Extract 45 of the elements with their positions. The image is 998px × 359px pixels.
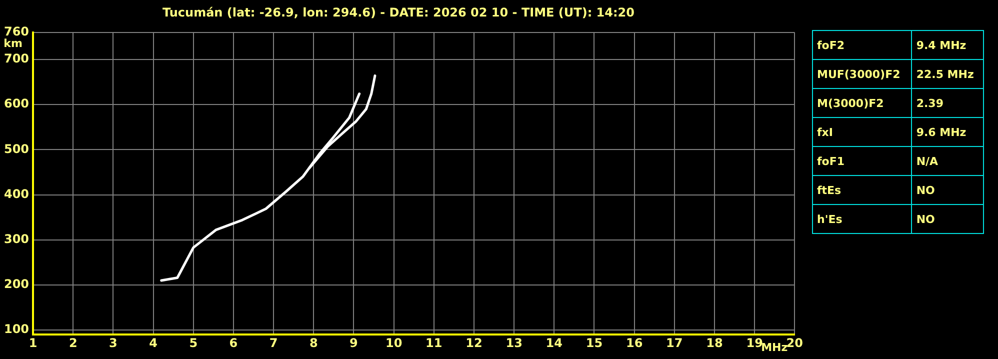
y-tick-label: 100 bbox=[4, 322, 30, 336]
x-tick-label: 8 bbox=[309, 336, 318, 350]
text: NO bbox=[912, 176, 984, 204]
y-tick-label: 500 bbox=[4, 142, 30, 156]
text: 9.6 MHz bbox=[912, 118, 984, 146]
y-tick-label: 700 bbox=[4, 52, 30, 66]
y-tick-label: 200 bbox=[4, 277, 30, 292]
x-tick-label: 15 bbox=[586, 336, 603, 350]
x-tick-label: 14 bbox=[546, 336, 562, 350]
x-tick-label: 10 bbox=[385, 336, 402, 350]
text: MUF(3000)F2 bbox=[812, 60, 912, 88]
text: M(3000)F2 bbox=[812, 88, 912, 118]
x-tick-label: 2 bbox=[68, 336, 78, 350]
x-tick-label: 5 bbox=[189, 336, 198, 350]
x-tick-label: 7 bbox=[269, 336, 278, 350]
text: fxI bbox=[812, 118, 912, 146]
x-tick-label: 6 bbox=[229, 336, 238, 350]
x-tick-label: 11 bbox=[426, 336, 442, 350]
x-tick-label: 4 bbox=[149, 336, 158, 350]
text: 2.39 bbox=[912, 88, 984, 118]
x-tick-label: 13 bbox=[506, 336, 522, 350]
x-tick-label: 1 bbox=[28, 336, 38, 350]
y-tick-label: 300 bbox=[4, 232, 30, 246]
text: 22.5 MHz bbox=[912, 60, 984, 88]
x-tick-label: 3 bbox=[109, 336, 118, 350]
x-tick-label: 16 bbox=[626, 336, 643, 350]
text: h'Es bbox=[812, 204, 912, 234]
x-tick-label: 12 bbox=[466, 336, 482, 350]
text: NO bbox=[912, 204, 984, 234]
chart-title: Tucumán (lat: -26.9, lon: 294.6) - DATE: 2026 02 10 - TIME (UT): 14:20 bbox=[162, 5, 634, 20]
text: foF2 bbox=[812, 30, 912, 60]
x-tick-label: 19 bbox=[746, 336, 763, 350]
x-tick-label: 17 bbox=[666, 336, 683, 350]
y-tick-label: 760 bbox=[4, 24, 30, 39]
x-tick-label: 18 bbox=[706, 336, 723, 350]
y-tick-label: 400 bbox=[4, 186, 30, 201]
y-axis-title: km bbox=[4, 36, 22, 50]
text: ftEs bbox=[812, 176, 912, 204]
x-tick-label: 20 bbox=[786, 336, 803, 350]
x-tick-label: 9 bbox=[350, 336, 358, 350]
text: foF1 bbox=[812, 146, 912, 176]
text: 9.4 MHz bbox=[912, 30, 984, 60]
x-axis-title: MHz bbox=[761, 340, 788, 354]
y-tick-label: 600 bbox=[4, 96, 30, 111]
text: N/A bbox=[912, 146, 984, 176]
